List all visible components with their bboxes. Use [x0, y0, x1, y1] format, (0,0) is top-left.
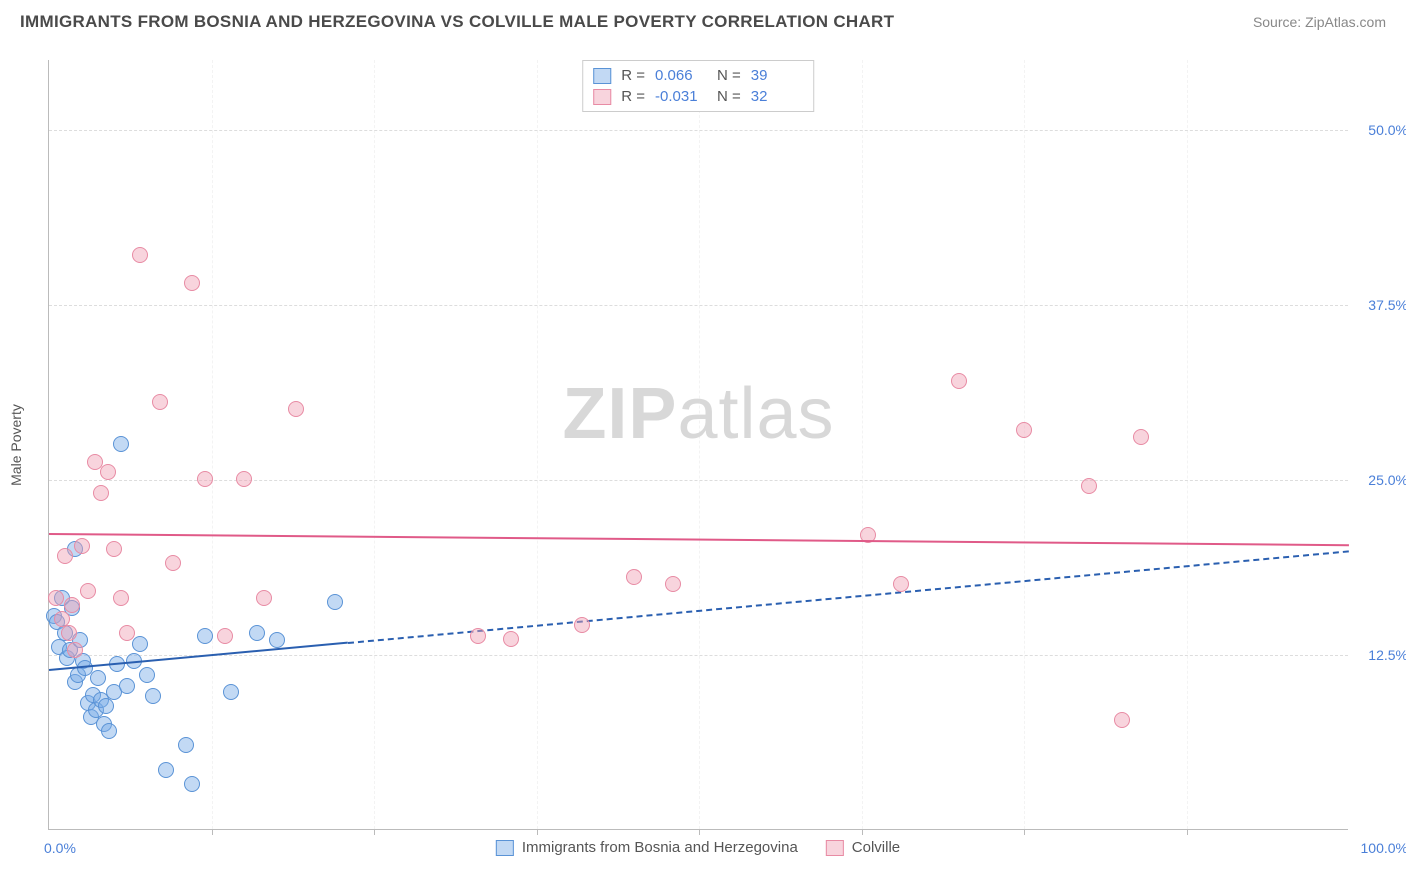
- legend-swatch: [593, 68, 611, 84]
- x-tick-mark: [1024, 829, 1025, 835]
- scatter-point: [61, 625, 77, 641]
- stat-legend-row: R = 0.066 N = 39: [593, 65, 803, 86]
- x-tick-min: 0.0%: [44, 840, 76, 856]
- scatter-point: [1016, 422, 1032, 438]
- legend-swatch: [826, 840, 844, 856]
- chart-header: IMMIGRANTS FROM BOSNIA AND HERZEGOVINA V…: [0, 0, 1406, 40]
- scatter-point: [67, 642, 83, 658]
- scatter-point: [119, 625, 135, 641]
- y-tick-label: 37.5%: [1368, 297, 1406, 313]
- scatter-point: [236, 471, 252, 487]
- scatter-point: [139, 667, 155, 683]
- chart-source: Source: ZipAtlas.com: [1253, 14, 1386, 30]
- x-tick-mark: [537, 829, 538, 835]
- x-tick-mark: [699, 829, 700, 835]
- scatter-point: [184, 776, 200, 792]
- scatter-point: [90, 670, 106, 686]
- scatter-point: [101, 723, 117, 739]
- gridline: [862, 60, 863, 829]
- scatter-point: [217, 628, 233, 644]
- scatter-point: [106, 541, 122, 557]
- plot-region: ZIPatlas 12.5%25.0%37.5%50.0%: [48, 60, 1348, 830]
- scatter-point: [57, 548, 73, 564]
- scatter-point: [893, 576, 909, 592]
- scatter-point: [165, 555, 181, 571]
- scatter-point: [574, 617, 590, 633]
- n-value: 39: [751, 67, 803, 84]
- chart-area: ZIPatlas 12.5%25.0%37.5%50.0% Male Pover…: [48, 60, 1348, 830]
- scatter-point: [256, 590, 272, 606]
- legend-item: Colville: [826, 839, 900, 856]
- scatter-point: [132, 247, 148, 263]
- scatter-point: [158, 762, 174, 778]
- trend-line: [49, 642, 348, 671]
- scatter-point: [80, 583, 96, 599]
- legend-item: Immigrants from Bosnia and Herzegovina: [496, 839, 798, 856]
- x-tick-max: 100.0%: [1361, 840, 1406, 856]
- y-axis-label: Male Poverty: [8, 404, 24, 486]
- scatter-point: [197, 628, 213, 644]
- gridline: [374, 60, 375, 829]
- chart-title: IMMIGRANTS FROM BOSNIA AND HERZEGOVINA V…: [20, 12, 894, 32]
- gridline: [1187, 60, 1188, 829]
- scatter-point: [249, 625, 265, 641]
- scatter-point: [74, 538, 90, 554]
- x-tick-mark: [1187, 829, 1188, 835]
- gridline: [1024, 60, 1025, 829]
- scatter-point: [64, 597, 80, 613]
- x-tick-mark: [862, 829, 863, 835]
- scatter-point: [1114, 712, 1130, 728]
- y-tick-label: 12.5%: [1368, 647, 1406, 663]
- scatter-point: [1081, 478, 1097, 494]
- r-value: -0.031: [655, 88, 707, 105]
- legend-swatch: [496, 840, 514, 856]
- scatter-point: [269, 632, 285, 648]
- scatter-point: [48, 590, 64, 606]
- trend-line: [348, 550, 1349, 644]
- n-value: 32: [751, 88, 803, 105]
- scatter-point: [665, 576, 681, 592]
- scatter-point: [470, 628, 486, 644]
- scatter-point: [145, 688, 161, 704]
- scatter-point: [132, 636, 148, 652]
- scatter-point: [288, 401, 304, 417]
- scatter-point: [178, 737, 194, 753]
- scatter-point: [93, 485, 109, 501]
- scatter-point: [626, 569, 642, 585]
- bottom-legend: Immigrants from Bosnia and Herzegovina Co…: [496, 839, 900, 856]
- y-tick-label: 50.0%: [1368, 122, 1406, 138]
- legend-label: Colville: [852, 839, 900, 856]
- stat-legend-row: R = -0.031 N = 32: [593, 86, 803, 107]
- gridline: [212, 60, 213, 829]
- scatter-point: [100, 464, 116, 480]
- scatter-point: [152, 394, 168, 410]
- x-tick-mark: [374, 829, 375, 835]
- r-value: 0.066: [655, 67, 707, 84]
- scatter-point: [119, 678, 135, 694]
- scatter-point: [223, 684, 239, 700]
- scatter-point: [951, 373, 967, 389]
- scatter-point: [98, 698, 114, 714]
- scatter-point: [113, 590, 129, 606]
- x-tick-mark: [212, 829, 213, 835]
- legend-label: Immigrants from Bosnia and Herzegovina: [522, 839, 798, 856]
- scatter-point: [503, 631, 519, 647]
- scatter-point: [1133, 429, 1149, 445]
- y-tick-label: 25.0%: [1368, 472, 1406, 488]
- scatter-point: [197, 471, 213, 487]
- scatter-point: [113, 436, 129, 452]
- scatter-point: [184, 275, 200, 291]
- gridline: [699, 60, 700, 829]
- gridline: [537, 60, 538, 829]
- scatter-point: [327, 594, 343, 610]
- legend-swatch: [593, 89, 611, 105]
- stat-legend: R = 0.066 N = 39 R = -0.031 N = 32: [582, 60, 814, 112]
